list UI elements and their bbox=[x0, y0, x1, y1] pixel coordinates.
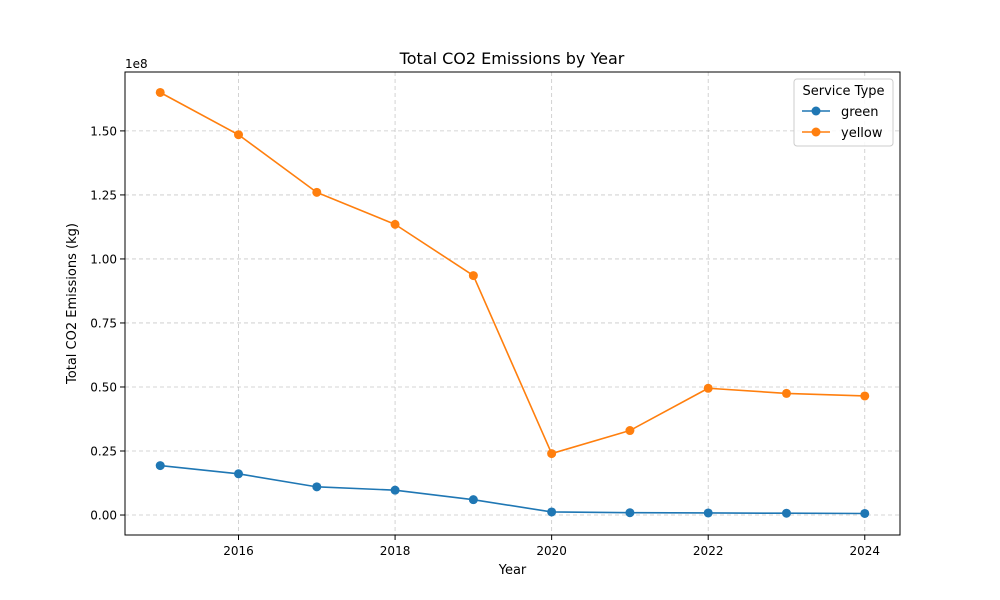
data-point-green bbox=[234, 469, 244, 479]
x-axis-ticks: 2016 2018 2020 2022 2024 bbox=[223, 535, 880, 558]
data-point-green bbox=[547, 507, 557, 517]
data-point-yellow bbox=[860, 391, 870, 401]
y-axis-ticks: 0.00 0.25 0.50 0.75 1.00 1.25 1.50 bbox=[90, 124, 125, 523]
data-point-yellow bbox=[390, 219, 400, 229]
x-tick-label: 2024 bbox=[849, 544, 880, 558]
y-axis-offset-label: 1e8 bbox=[125, 57, 148, 71]
plot-frame bbox=[124, 71, 901, 536]
data-point-green bbox=[312, 482, 322, 492]
y-tick-label: 1.00 bbox=[90, 252, 117, 266]
data-point-green bbox=[155, 461, 165, 471]
series-line-green bbox=[160, 464, 865, 515]
y-axis-label: Total CO2 Emissions (kg) bbox=[65, 223, 80, 385]
legend-label-green: green bbox=[841, 105, 879, 120]
legend-label-yellow: yellow bbox=[841, 126, 883, 141]
y-tick-label: 0.75 bbox=[90, 316, 117, 330]
legend: Service Type green yellow bbox=[793, 78, 894, 147]
data-point-yellow bbox=[625, 426, 635, 436]
data-point-green bbox=[468, 495, 478, 505]
data-point-yellow bbox=[234, 130, 244, 140]
data-point-yellow bbox=[468, 271, 478, 281]
y-tick-label: 0.25 bbox=[90, 445, 117, 459]
legend-marker-green bbox=[811, 106, 821, 116]
legend-title: Service Type bbox=[802, 84, 884, 99]
x-tick-label: 2016 bbox=[223, 544, 254, 558]
data-point-yellow bbox=[547, 449, 557, 459]
y-tick-label: 1.50 bbox=[90, 124, 117, 138]
data-point-yellow bbox=[781, 388, 791, 398]
data-point-green bbox=[625, 508, 635, 518]
legend-marker-yellow bbox=[811, 127, 821, 137]
y-tick-label: 0.50 bbox=[90, 380, 117, 394]
x-tick-label: 2020 bbox=[536, 544, 567, 558]
data-point-green bbox=[860, 508, 870, 518]
x-axis-label: Year bbox=[498, 563, 527, 578]
series-layer bbox=[155, 87, 870, 518]
data-point-green bbox=[781, 508, 791, 518]
x-tick-label: 2018 bbox=[380, 544, 411, 558]
data-point-green bbox=[390, 485, 400, 495]
data-point-green bbox=[703, 508, 713, 518]
y-tick-label: 0.00 bbox=[90, 509, 117, 523]
x-tick-label: 2022 bbox=[693, 544, 724, 558]
series-line-yellow bbox=[159, 91, 865, 455]
data-point-yellow bbox=[703, 383, 713, 393]
data-point-yellow bbox=[155, 87, 165, 97]
grid bbox=[125, 72, 900, 535]
data-point-yellow bbox=[312, 187, 322, 197]
chart-title: Total CO2 Emissions by Year bbox=[399, 49, 625, 68]
y-tick-label: 1.25 bbox=[90, 188, 117, 202]
